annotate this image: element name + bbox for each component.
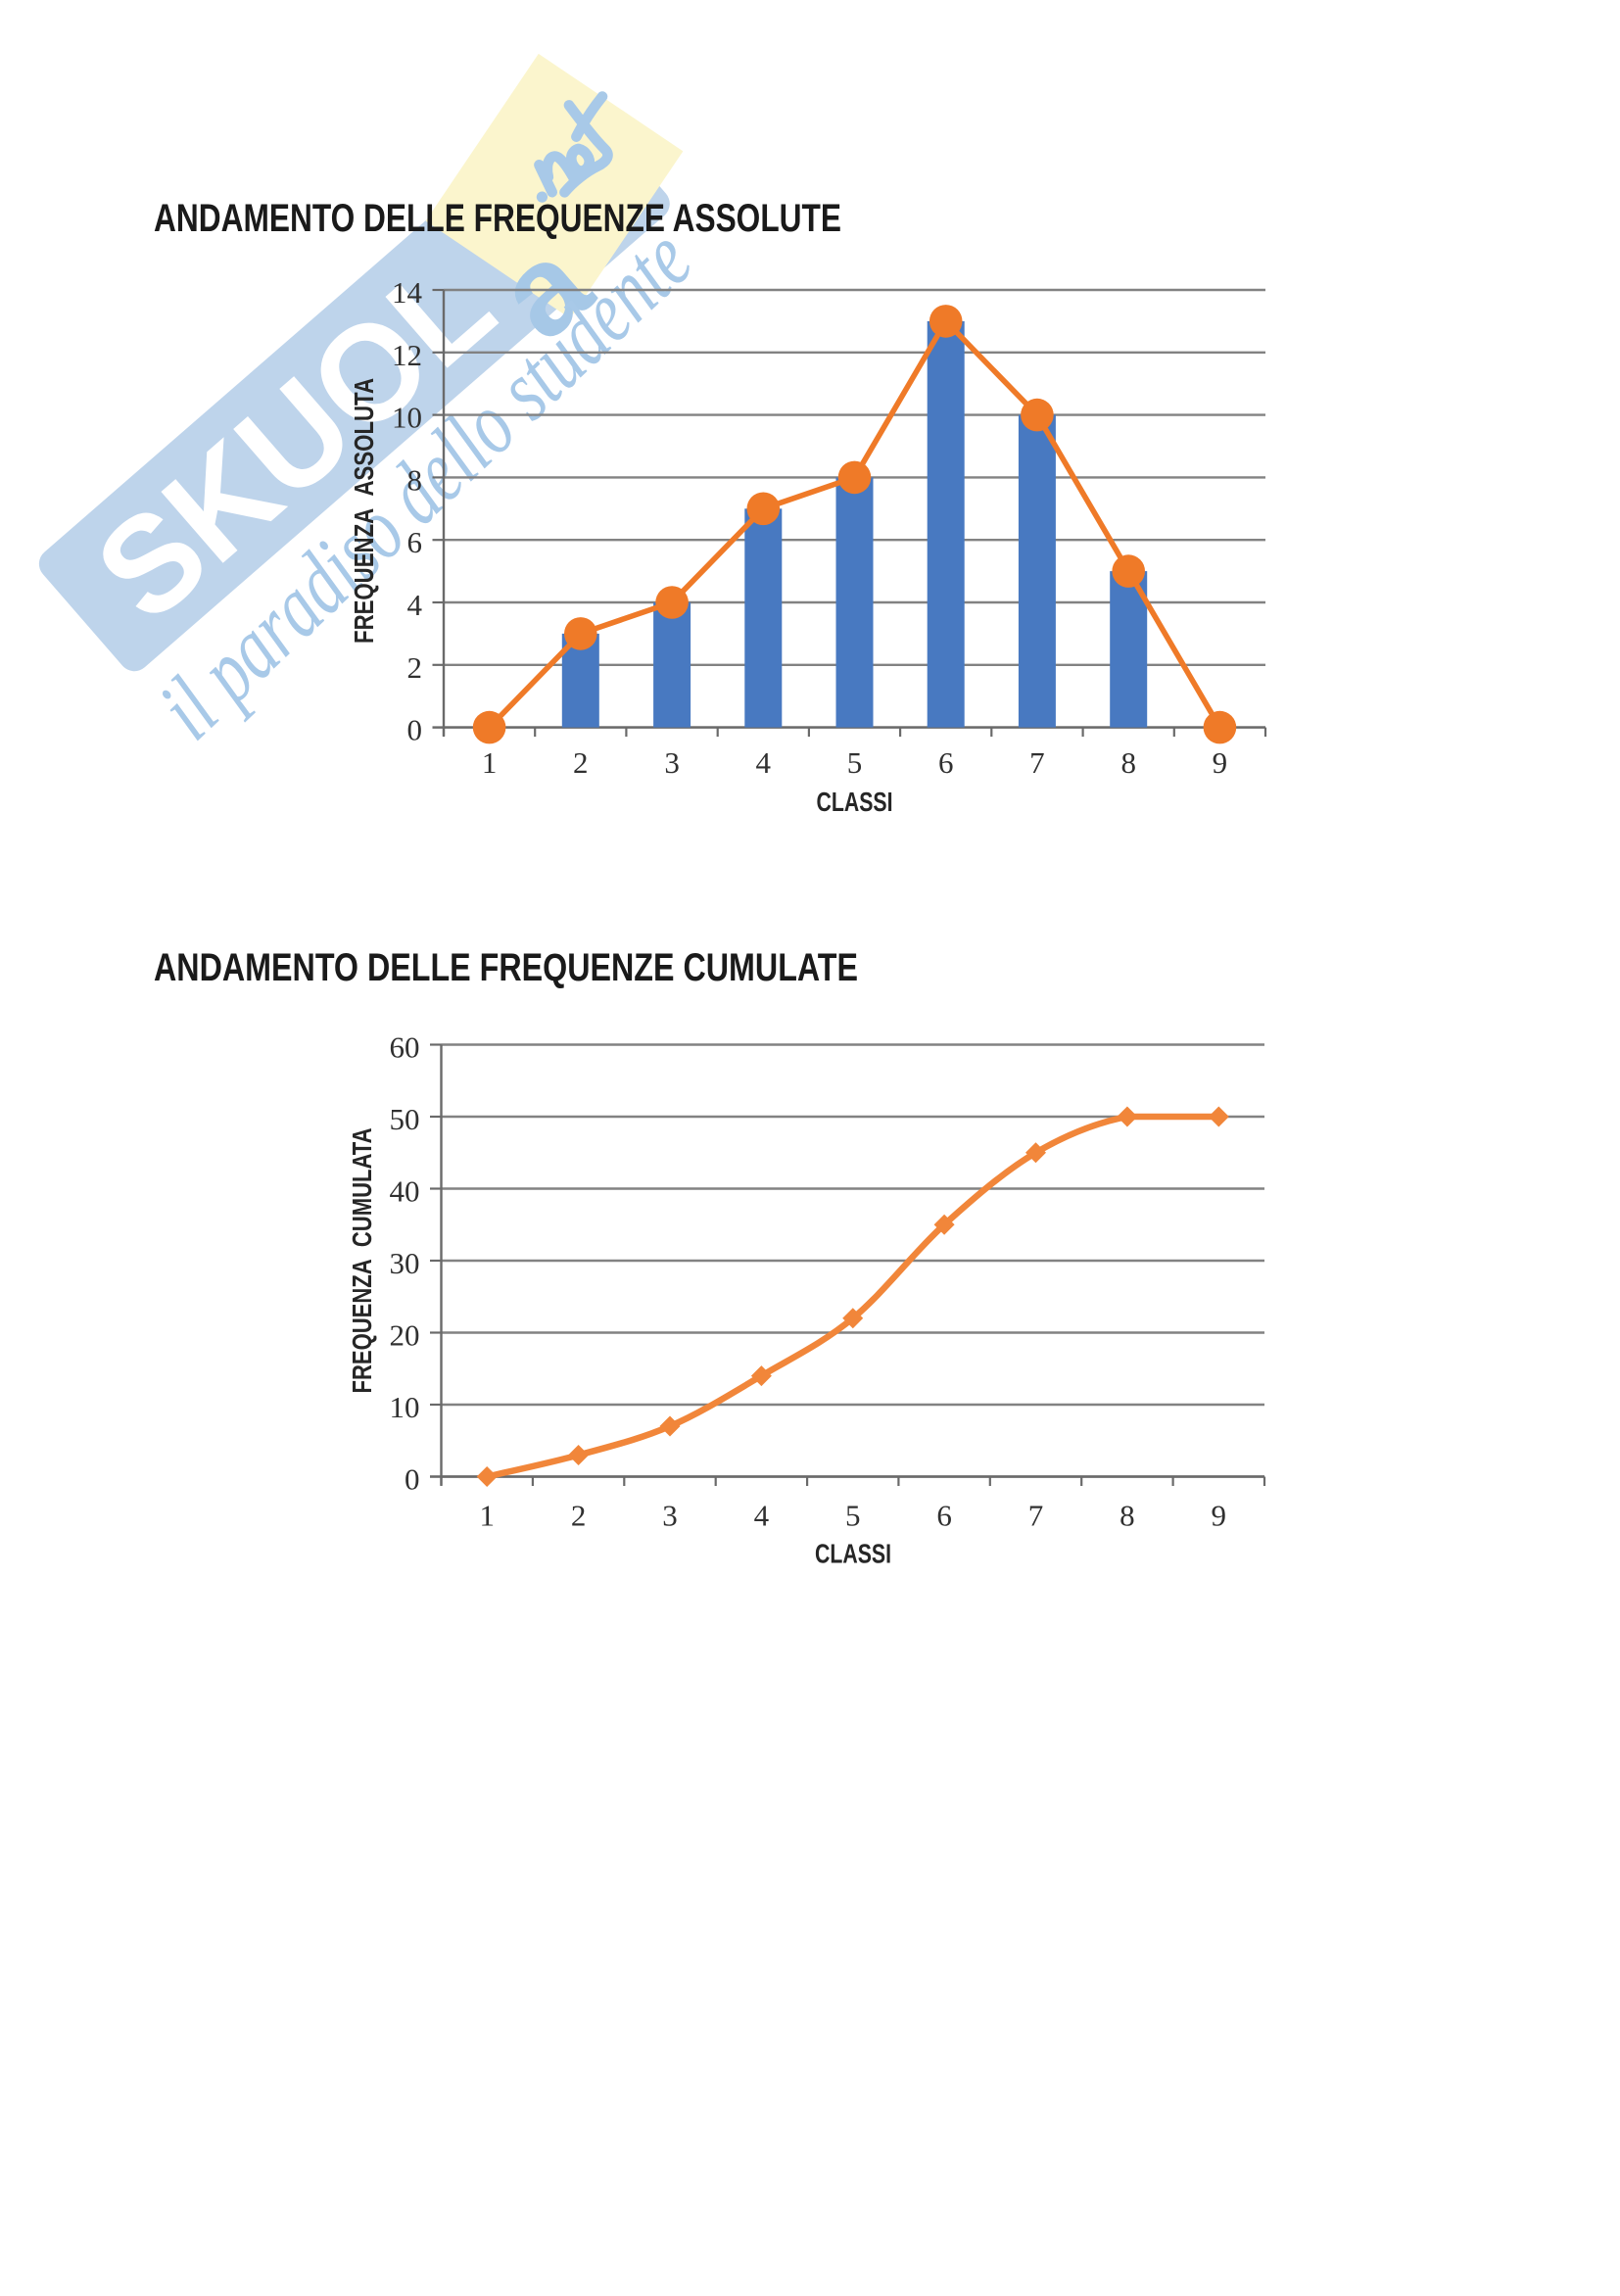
svg-text:6: 6 [407,525,423,559]
svg-text:0: 0 [407,713,423,747]
svg-text:3: 3 [664,745,680,780]
svg-text:0: 0 [405,1462,420,1497]
svg-text:14: 14 [392,275,423,310]
svg-text:12: 12 [392,338,422,372]
svg-text:CLASSI: CLASSI [815,1539,891,1569]
svg-text:4: 4 [407,588,423,622]
svg-text:2: 2 [573,745,589,780]
svg-text:FREQUENZA CUMULATA: FREQUENZA CUMULATA [347,1128,377,1394]
svg-text:30: 30 [390,1246,420,1280]
svg-text:6: 6 [938,745,954,780]
svg-text:5: 5 [847,745,863,780]
svg-text:9: 9 [1212,1499,1227,1533]
svg-text:60: 60 [390,1030,420,1065]
svg-text:9: 9 [1213,745,1228,780]
svg-text:ANDAMENTO DELLE FREQUENZE ASSO: ANDAMENTO DELLE FREQUENZE ASSOLUTE [154,197,841,240]
svg-text:10: 10 [392,401,422,435]
svg-text:2: 2 [571,1499,587,1533]
svg-text:3: 3 [662,1499,678,1533]
svg-text:10: 10 [390,1390,420,1424]
svg-text:4: 4 [756,745,772,780]
svg-text:8: 8 [1120,745,1136,780]
svg-text:6: 6 [936,1499,952,1533]
svg-text:1: 1 [482,745,498,780]
svg-text:ANDAMENTO DELLE FREQUENZE CUMU: ANDAMENTO DELLE FREQUENZE CUMULATE [154,946,858,989]
svg-text:50: 50 [390,1102,420,1136]
svg-text:FREQUENZA ASSOLUTA: FREQUENZA ASSOLUTA [349,378,379,644]
svg-text:1: 1 [479,1499,495,1533]
svg-text:5: 5 [845,1499,861,1533]
svg-text:2: 2 [407,650,423,685]
svg-text:8: 8 [407,462,423,497]
svg-text:CLASSI: CLASSI [817,787,893,817]
svg-text:7: 7 [1029,745,1045,780]
svg-text:7: 7 [1028,1499,1044,1533]
svg-text:4: 4 [754,1499,770,1533]
svg-text:40: 40 [390,1174,420,1209]
svg-text:8: 8 [1120,1499,1135,1533]
svg-text:20: 20 [390,1318,420,1353]
